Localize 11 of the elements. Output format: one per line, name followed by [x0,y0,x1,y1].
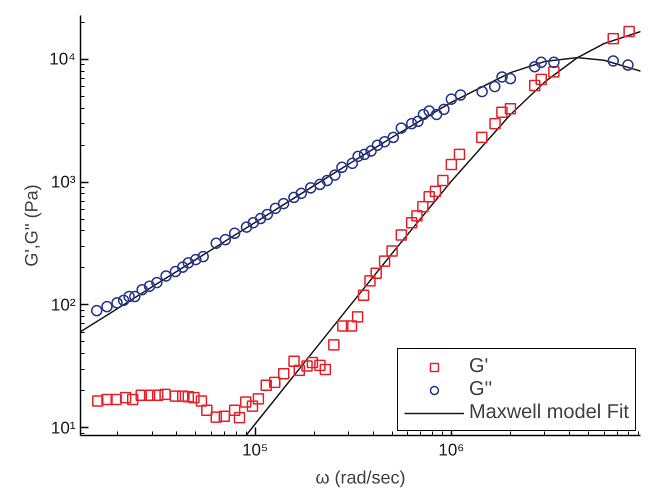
x-axis-title: ω (rad/sec) [315,468,406,488]
y-tick-label: 10² [50,295,76,314]
y-tick-label: 10³ [50,172,76,192]
x-tick-label: 10⁶ [438,440,464,460]
legend-label: G'' [468,378,492,401]
legend-label: G' [468,355,489,378]
x-tick-label: 10⁵ [242,440,268,460]
y-axis-title: G',G'' (Pa) [21,184,42,267]
y-tick-label: 10¹ [50,418,76,438]
y-tick-label: 10⁴ [49,50,76,69]
legend-label: Maxwell model Fit [468,401,629,424]
